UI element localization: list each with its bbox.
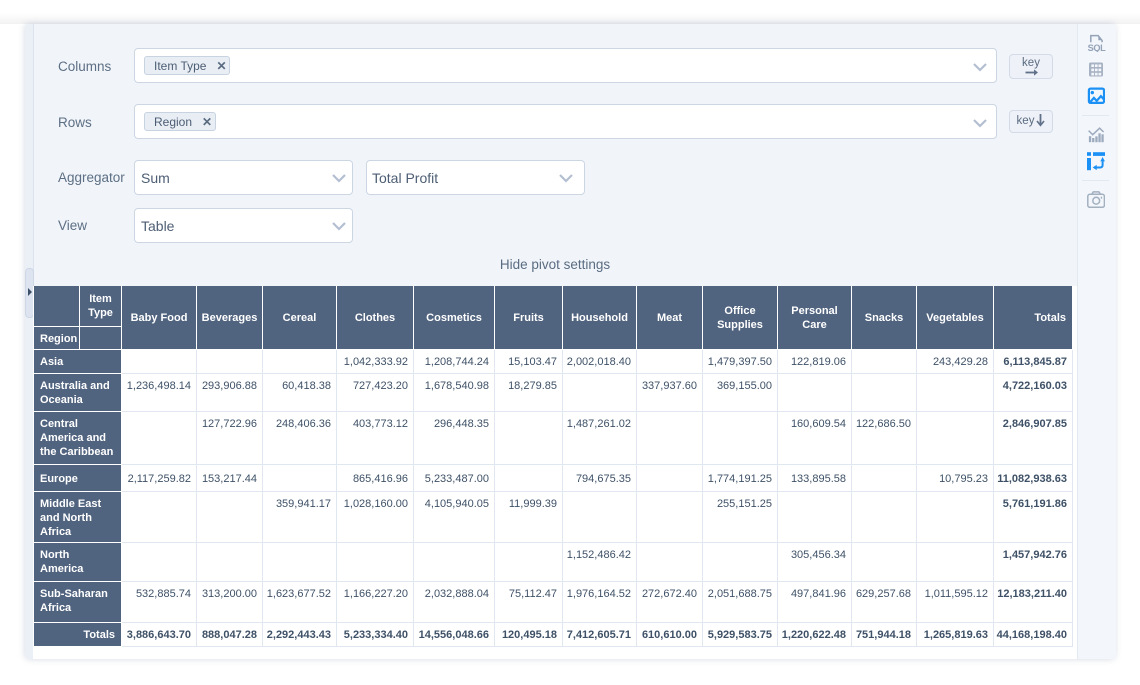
svg-text:SQL: SQL bbox=[1088, 43, 1106, 52]
